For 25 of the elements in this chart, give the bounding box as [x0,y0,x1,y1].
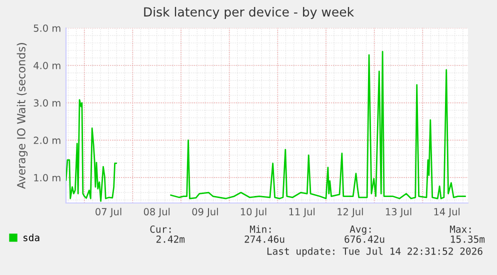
text: 676.42u [344,235,384,243]
text: 15.35m [451,235,485,243]
text: Max: [450,226,471,233]
x-tick-label: 10 Jul [240,208,266,218]
text: Avg: [350,226,371,235]
text: 2.42m [156,235,185,243]
x-tick-label: 07 Jul [96,208,122,218]
text: 274.46u [244,235,284,243]
legend-label: sda [24,234,40,242]
x-tick-label: 09 Jul [192,208,218,218]
y-axis-title: Average IO Wait (seconds) [16,43,28,189]
y-tick-label: 5.0 m [34,24,60,32]
y-tick-label: 4.0 m [34,62,60,70]
x-tick-label: 12 Jul [338,208,363,218]
x-tick-label: 14 Jul [434,208,460,218]
y-tick-label: 3.0 m [34,99,60,107]
x-tick-label: 13 Jul [386,208,412,218]
y-tick-label: 1.0 m [34,174,60,182]
x-tick-label: 08 Jul [144,208,170,218]
text: Last update: Tue Jul 14 22:31:52 2026 [267,247,482,257]
text: Min: [250,225,271,233]
text: Cur: [150,225,171,233]
x-tick-label: 11 Jul [289,208,315,218]
y-tick-label: 2.0 m [34,136,60,144]
chart-title: Disk latency per device - by week [144,6,354,20]
